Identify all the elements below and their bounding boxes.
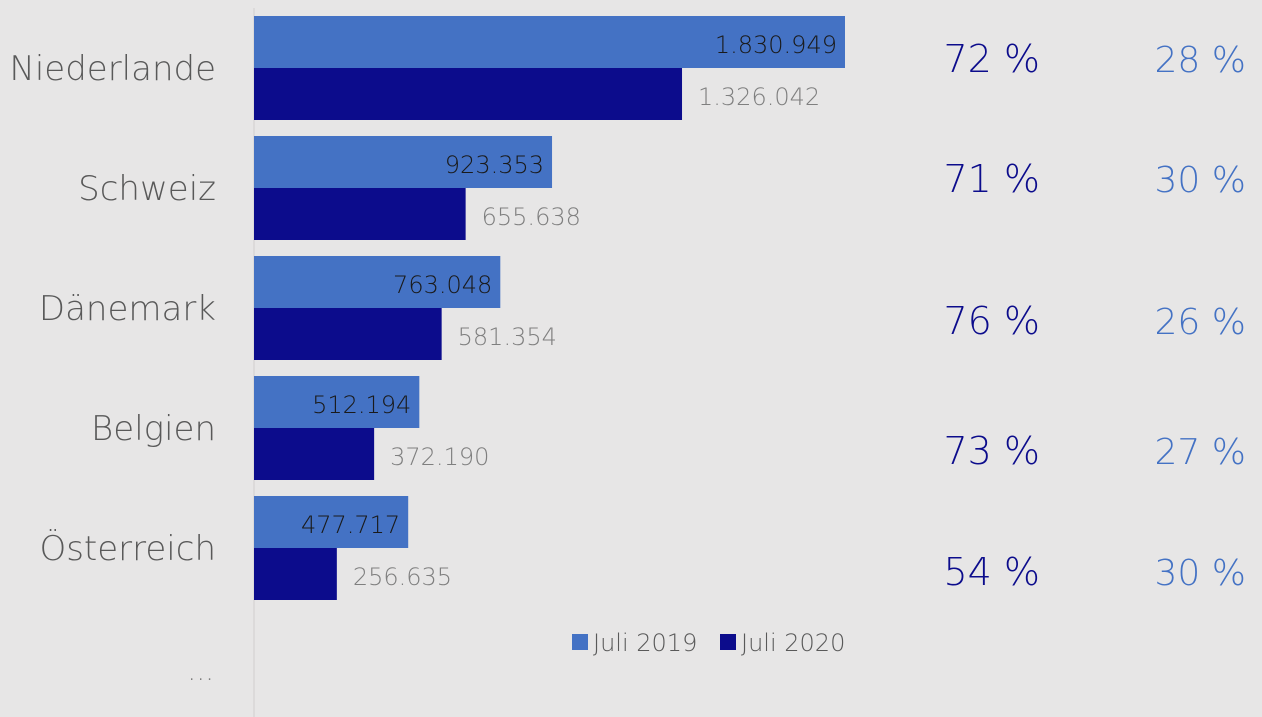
more-categories-ellipsis: ...: [187, 654, 214, 687]
bar-juli-2019: [254, 256, 501, 308]
data-label-juli-2019: 923.353: [445, 151, 544, 179]
bar-juli-2020: [254, 548, 337, 600]
bar-juli-2019: [254, 376, 420, 428]
bar-juli-2020: [254, 68, 683, 120]
percent-value-2: 28 %: [1155, 40, 1246, 81]
percent-value-2: 30 %: [1155, 160, 1246, 201]
category-label: Österreich: [39, 529, 216, 569]
data-label-juli-2019: 1.830.949: [715, 31, 837, 59]
data-label-juli-2019: 763.048: [393, 271, 492, 299]
category-label: Belgien: [91, 409, 216, 449]
legend-label-juli-2019: Juli 2019: [593, 629, 697, 657]
category-label: Schweiz: [78, 169, 216, 209]
category-label: Niederlande: [9, 49, 216, 89]
percent-value-2: 27 %: [1155, 432, 1246, 473]
percent-value-1: 54 %: [943, 550, 1040, 594]
percent-value-1: 76 %: [943, 299, 1040, 343]
data-label-juli-2020: 256.635: [353, 563, 452, 591]
data-label-juli-2020: 372.190: [390, 443, 489, 471]
percent-value-1: 72 %: [943, 37, 1040, 81]
data-label-juli-2019: 512.194: [312, 391, 411, 419]
bar-juli-2019: [254, 16, 845, 68]
category-label: Dänemark: [39, 289, 216, 329]
legend-label-juli-2020: Juli 2020: [741, 629, 845, 657]
percent-value-2: 26 %: [1155, 302, 1246, 343]
bar-juli-2020: [254, 188, 466, 240]
bar-juli-2019: [254, 136, 553, 188]
data-label-juli-2019: 477.717: [301, 511, 400, 539]
percent-value-1: 71 %: [943, 157, 1040, 201]
bar-juli-2019: [254, 496, 409, 548]
legend-swatch-juli-2020: [720, 634, 736, 650]
bar-juli-2020: [254, 428, 375, 480]
bar-juli-2020: [254, 308, 442, 360]
legend-swatch-juli-2019: [572, 634, 588, 650]
percent-value-1: 73 %: [943, 429, 1040, 473]
data-label-juli-2020: 655.638: [482, 203, 581, 231]
data-label-juli-2020: 581.354: [458, 323, 557, 351]
percent-value-2: 30 %: [1155, 553, 1246, 594]
data-label-juli-2020: 1.326.042: [698, 83, 820, 111]
